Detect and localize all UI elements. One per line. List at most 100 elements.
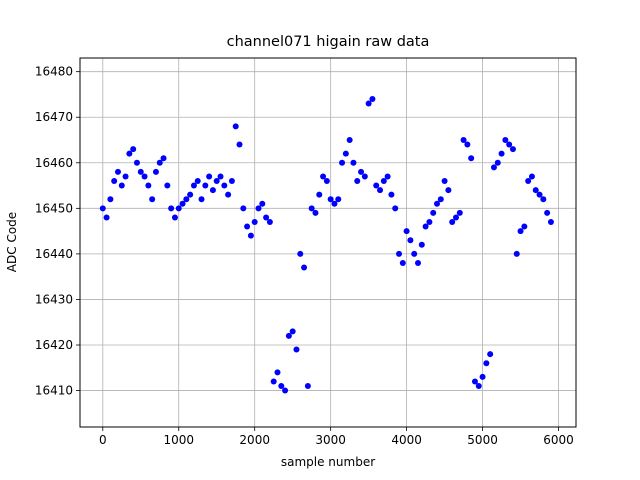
y-tick-label: 16420 (35, 338, 73, 352)
data-point (316, 191, 323, 198)
y-tick-label: 16480 (35, 65, 73, 79)
data-point (384, 173, 391, 180)
x-tick-label: 2000 (239, 433, 270, 447)
data-point (377, 187, 384, 194)
grid-lines (80, 58, 576, 427)
data-point (293, 346, 300, 353)
data-point (521, 223, 528, 230)
data-point (213, 178, 220, 184)
data-point (547, 219, 554, 225)
data-point (111, 178, 118, 184)
data-point (502, 137, 509, 143)
data-point (168, 205, 175, 212)
data-point (449, 219, 456, 225)
data-point (323, 178, 330, 184)
data-point (289, 328, 296, 335)
data-point (361, 173, 368, 180)
data-point (528, 173, 535, 180)
data-point (149, 196, 156, 203)
data-point (133, 159, 140, 166)
data-point (544, 209, 551, 216)
data-point (240, 205, 247, 212)
data-point (452, 214, 459, 221)
data-point (350, 159, 357, 166)
data-point (183, 196, 190, 203)
data-point (392, 205, 399, 212)
data-point (365, 100, 372, 107)
data-point (130, 146, 137, 153)
data-point (206, 173, 213, 180)
data-point (274, 369, 281, 376)
y-tick-label: 16430 (35, 292, 73, 306)
data-point (247, 232, 254, 239)
data-point (171, 214, 178, 221)
chart-title: channel071 higain raw data (226, 34, 430, 50)
data-point (118, 182, 125, 189)
data-point (411, 250, 418, 257)
data-point (388, 191, 395, 198)
data-point (156, 159, 163, 166)
x-tick-label: 1000 (163, 433, 194, 447)
data-point (471, 378, 478, 385)
data-point (141, 173, 148, 180)
data-point (399, 260, 406, 266)
data-point (525, 178, 532, 184)
data-point (433, 200, 440, 207)
data-point (187, 191, 194, 198)
data-point (278, 383, 285, 389)
x-axis-label: sample number (280, 455, 376, 469)
data-point (464, 141, 471, 148)
data-point (107, 196, 114, 203)
x-tick-label: 0 (99, 433, 107, 447)
data-point (494, 159, 501, 166)
data-point (403, 228, 410, 235)
x-tick-label: 5000 (467, 433, 498, 447)
data-point (407, 237, 414, 244)
data-point (327, 196, 334, 203)
data-point (194, 178, 201, 184)
data-point (99, 205, 106, 212)
data-point (285, 332, 292, 339)
axis-ticks: 0 1000 2000 3000 4000 5000 6000 16410 16420 16430… (35, 65, 574, 447)
data-point (445, 187, 452, 194)
data-point (122, 173, 129, 180)
data-point (369, 96, 376, 102)
data-point (437, 196, 444, 203)
data-point (145, 182, 152, 189)
data-point (160, 155, 167, 162)
data-point (236, 141, 243, 148)
data-point (418, 241, 425, 248)
data-point (259, 200, 266, 207)
y-tick-label: 16450 (35, 201, 73, 215)
data-point (468, 155, 475, 162)
y-axis-label: ADC Code (5, 211, 19, 273)
data-point (209, 187, 216, 194)
x-tick-label: 3000 (315, 433, 346, 447)
data-point (126, 150, 133, 157)
x-tick-label: 6000 (543, 433, 574, 447)
data-point (335, 196, 342, 203)
data-point (396, 250, 403, 257)
data-point (456, 209, 463, 216)
data-point (114, 168, 121, 175)
data-point (415, 260, 422, 266)
data-point (152, 168, 159, 175)
data-point (536, 191, 543, 198)
data-point (266, 219, 273, 225)
data-point (137, 168, 144, 175)
data-point (426, 219, 433, 225)
data-point (263, 214, 270, 221)
data-points (99, 96, 554, 394)
data-point (517, 228, 524, 235)
data-point (198, 196, 205, 203)
data-point (358, 168, 365, 175)
data-point (244, 223, 251, 230)
y-tick-label: 16440 (35, 247, 73, 261)
data-point (217, 173, 224, 180)
data-point (304, 383, 311, 389)
data-point (487, 351, 494, 358)
data-point (354, 178, 361, 184)
data-point (312, 209, 319, 216)
data-point (202, 182, 209, 189)
